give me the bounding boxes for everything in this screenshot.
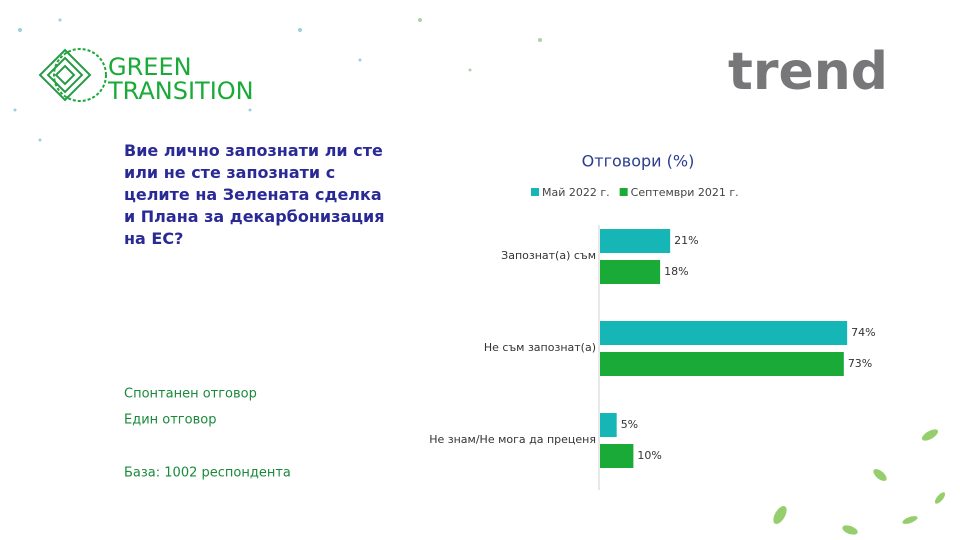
note: Един отговор: [124, 413, 216, 428]
note: Спонтанен отговор: [124, 387, 257, 402]
question: Вие лично запознати ли сте или не сте за…: [124, 141, 385, 248]
value-label: 18%: [664, 265, 688, 278]
value-label: 21%: [674, 234, 698, 247]
logo-text: GREEN: [108, 53, 192, 81]
bar: [600, 321, 848, 345]
legend-label: Май 2022 г.: [542, 186, 610, 199]
decor: [13, 18, 542, 142]
value-label: 73%: [848, 357, 872, 370]
value-label: 74%: [851, 326, 875, 339]
legend-label: Септември 2021 г.: [631, 186, 739, 199]
leaves: [773, 429, 946, 535]
legend-swatch: [531, 188, 539, 196]
value-label: 10%: [637, 449, 661, 462]
category-label: Не съм запознат(а): [484, 341, 596, 354]
bar: [600, 229, 671, 253]
category-label: Запознат(а) съм: [501, 249, 596, 262]
chart-title: Отговори (%): [582, 152, 695, 171]
legend-swatch: [619, 188, 628, 196]
note: База: 1002 респондента: [124, 466, 291, 481]
brand-logo: trend: [728, 42, 888, 102]
bar: [600, 413, 617, 437]
category-label: Не знам/Не мога да преценя: [429, 433, 596, 446]
value-label: 5%: [621, 418, 638, 431]
bar: [600, 260, 661, 284]
logo-mark: [38, 48, 107, 102]
logo-text: TRANSITION: [107, 77, 254, 105]
bar: [600, 444, 634, 468]
bar: [600, 352, 844, 376]
